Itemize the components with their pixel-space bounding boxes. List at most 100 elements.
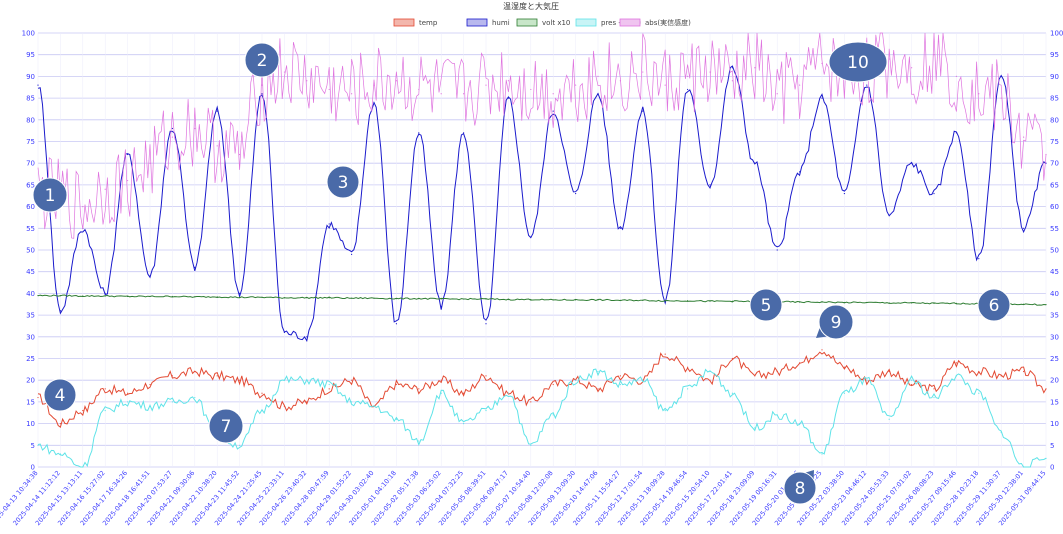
- data-point: [888, 302, 890, 304]
- marker-badge: [977, 288, 1011, 322]
- data-point: [575, 84, 577, 86]
- data-point: [239, 153, 241, 156]
- data-point: [1000, 97, 1002, 99]
- legend-label[interactable]: volt x10: [542, 19, 570, 27]
- data-point: [731, 392, 734, 394]
- y-tick-label-left: 20: [26, 377, 35, 385]
- data-point: [485, 84, 487, 86]
- data-point: [597, 388, 599, 390]
- data-point: [418, 440, 420, 442]
- data-point: [642, 379, 644, 381]
- data-point: [709, 379, 711, 381]
- data-point: [799, 84, 801, 86]
- data-point: [418, 88, 420, 91]
- data-point: [373, 405, 375, 407]
- marker-tail: [816, 327, 828, 338]
- data-point: [216, 375, 218, 377]
- legend-swatch[interactable]: [466, 18, 488, 27]
- data-point: [373, 101, 375, 104]
- marker-label: 5: [761, 296, 772, 316]
- legend-swatch[interactable]: [516, 18, 538, 27]
- legend-swatch[interactable]: [619, 18, 641, 27]
- data-point: [395, 418, 397, 420]
- y-tick-label-right: 65: [1050, 181, 1059, 189]
- legend-label[interactable]: humi: [492, 19, 510, 27]
- data-point: [552, 383, 554, 386]
- data-point: [911, 302, 913, 304]
- data-point: [530, 236, 532, 238]
- y-tick-label-left: 50: [26, 247, 35, 255]
- data-point: [127, 295, 129, 298]
- marker-label: 6: [989, 296, 1000, 316]
- series-line-0: [37, 351, 1047, 429]
- data-point: [843, 392, 846, 394]
- data-point: [306, 80, 308, 82]
- legend-label[interactable]: temp: [419, 19, 438, 27]
- data-point: [395, 323, 397, 325]
- legend-swatch[interactable]: [393, 18, 415, 27]
- data-point: [799, 423, 801, 425]
- data-point: [171, 127, 173, 130]
- data-point: [1000, 375, 1002, 377]
- data-point: [888, 58, 890, 60]
- y-tick-label-left: 65: [26, 181, 35, 189]
- data-point: [104, 409, 106, 412]
- data-point: [261, 409, 263, 412]
- data-point: [687, 88, 689, 91]
- data-point: [440, 298, 442, 300]
- y-tick-label-right: 90: [1050, 73, 1059, 81]
- data-point: [463, 132, 465, 134]
- data-point: [283, 71, 285, 73]
- data-point: [485, 375, 487, 377]
- y-tick-label-left: 75: [26, 138, 35, 146]
- data-point: [149, 275, 151, 277]
- data-point: [239, 379, 241, 381]
- data-point: [440, 379, 442, 381]
- series-line-3: [37, 368, 1047, 468]
- legend-swatch[interactable]: [575, 18, 597, 27]
- data-point: [440, 392, 442, 394]
- data-point: [866, 301, 868, 304]
- marker-badge: [326, 165, 360, 199]
- y-tick-label-right: 5: [1050, 442, 1054, 450]
- data-point: [1023, 303, 1025, 305]
- data-point: [866, 379, 868, 381]
- marker-badge: [783, 471, 817, 505]
- data-point: [261, 93, 263, 95]
- data-point: [799, 362, 801, 364]
- y-tick-label-left: 70: [26, 160, 35, 168]
- data-point: [1023, 466, 1025, 468]
- y-tick-label-right: 10: [1050, 420, 1059, 428]
- data-point: [664, 353, 666, 355]
- data-point: [888, 214, 890, 216]
- chart-title: 温湿度と大気圧: [503, 1, 559, 11]
- data-point: [955, 362, 958, 364]
- data-point: [351, 253, 353, 255]
- data-point: [127, 401, 129, 403]
- y-tick-label-right: 100: [1050, 30, 1063, 38]
- data-point: [485, 323, 487, 325]
- data-point: [575, 192, 577, 195]
- data-point: [283, 379, 285, 381]
- data-point: [395, 298, 397, 300]
- data-point: [664, 301, 666, 303]
- data-point: [261, 392, 263, 394]
- y-axis-left: 0 5 10 15 20 25 30 35 40 45 50 55 60 65 70 75 80 85 90 95 10…: [22, 30, 35, 472]
- marker-label: 8: [795, 479, 806, 499]
- data-point: [776, 93, 778, 95]
- y-tick-label-left: 90: [26, 73, 35, 81]
- data-point: [552, 93, 554, 95]
- legend-label[interactable]: abs(実信感度): [645, 18, 691, 27]
- data-point: [888, 370, 890, 373]
- data-point: [239, 296, 241, 298]
- data-point: [799, 171, 801, 173]
- data-point: [597, 299, 599, 301]
- marker-label: 9: [831, 313, 842, 333]
- data-point: [507, 298, 509, 301]
- y-tick-label-left: 45: [26, 268, 35, 276]
- data-point: [507, 97, 509, 99]
- data-point: [530, 401, 532, 403]
